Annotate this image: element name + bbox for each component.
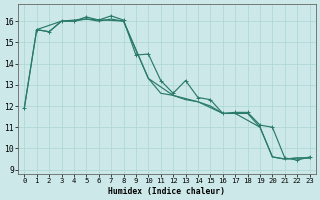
X-axis label: Humidex (Indice chaleur): Humidex (Indice chaleur) [108, 187, 226, 196]
